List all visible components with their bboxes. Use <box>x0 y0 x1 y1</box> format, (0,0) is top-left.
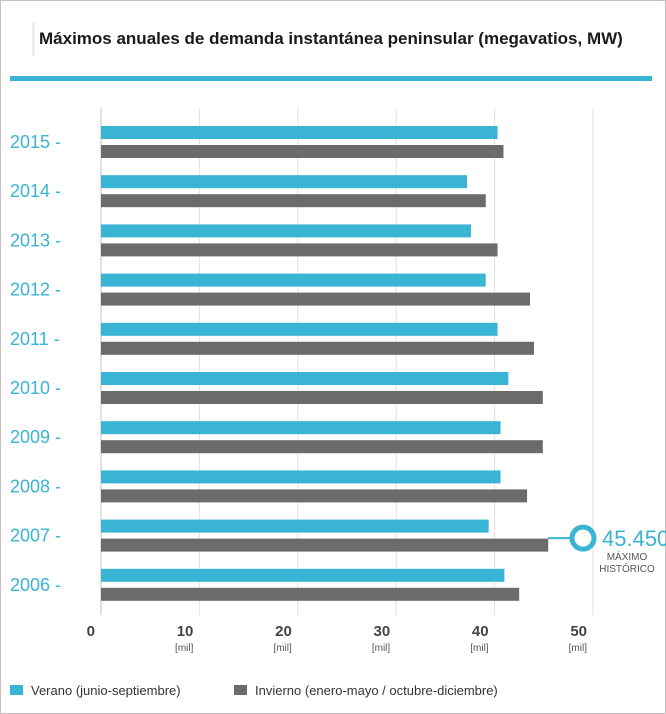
x-axis-labels: 0 10 [mil] 20 [mil] 30 [mil] 40 [mil] 50 [mil] <box>87 623 588 654</box>
year-label: 2008 - <box>10 476 61 496</box>
year-label: 2014 - <box>10 181 61 201</box>
year-label: 2007 - <box>10 526 61 546</box>
bar-summer <box>101 322 498 336</box>
x-tick-unit: [mil] <box>470 643 489 654</box>
legend-swatch-winter <box>234 685 247 695</box>
title-block: Máximos anuales de demanda instantánea p… <box>32 22 623 56</box>
year-labels: 2015 - 2014 - 2013 - 2012 - 2011 - 2010 - 2009… <box>10 132 61 595</box>
x-tick-label: 20 <box>275 623 292 640</box>
x-tick-unit: [mil] <box>569 643 588 654</box>
bar-winter <box>101 145 504 158</box>
chart-title: Máximos anuales de demanda instantánea p… <box>39 29 623 48</box>
bar-winter <box>101 292 531 306</box>
bar-summer <box>101 126 498 139</box>
x-tick-unit: [mil] <box>273 643 292 654</box>
x-tick-label: 0 <box>87 623 95 640</box>
legend-summer-label: Verano (junio-septiembre) <box>31 682 181 698</box>
year-label: 2009 - <box>10 427 61 447</box>
bars <box>101 126 549 601</box>
year-label: 2010 - <box>10 378 61 398</box>
bar-summer <box>101 421 501 435</box>
bar-winter <box>101 391 543 404</box>
bar-winter <box>101 194 486 208</box>
legend-swatch-summer <box>10 685 23 695</box>
bar-winter <box>101 341 534 355</box>
bar-winter <box>101 440 543 454</box>
annotation-marker <box>569 524 597 552</box>
bar-winter <box>101 243 498 257</box>
x-tick-label: 40 <box>472 623 489 640</box>
year-label: 2011 - <box>10 329 60 349</box>
bar-summer <box>101 224 471 238</box>
bar-winter <box>101 538 549 552</box>
legend-winter-label: Invierno (enero-mayo / octubre-diciembre… <box>255 682 498 698</box>
x-tick-unit: [mil] <box>175 643 194 654</box>
x-tick-label: 30 <box>374 623 391 640</box>
bar-summer <box>101 273 486 287</box>
legend-summer: Verano (junio-septiembre) <box>10 682 181 698</box>
annotation-label-2: HISTÓRICO <box>599 562 655 575</box>
x-tick-label: 10 <box>177 623 194 640</box>
bar-summer <box>101 519 489 533</box>
bar-winter <box>101 489 528 503</box>
annotation-label-1: MÁXIMO <box>607 550 648 563</box>
bar-summer <box>101 568 505 582</box>
year-label: 2015 - <box>10 132 61 152</box>
year-label: 2012 - <box>10 280 61 300</box>
bar-summer <box>101 372 509 385</box>
x-tick-unit: [mil] <box>372 643 391 654</box>
title-divider <box>10 76 652 81</box>
bar-summer <box>101 470 501 484</box>
x-tick-label: 50 <box>570 623 587 640</box>
year-label: 2013 - <box>10 230 61 250</box>
bar-summer <box>101 175 468 189</box>
year-label: 2006 - <box>10 575 61 595</box>
bar-winter <box>101 587 520 601</box>
legend-winter: Invierno (enero-mayo / octubre-diciembre… <box>234 682 498 698</box>
annotation-value: 45.450 <box>602 526 666 551</box>
